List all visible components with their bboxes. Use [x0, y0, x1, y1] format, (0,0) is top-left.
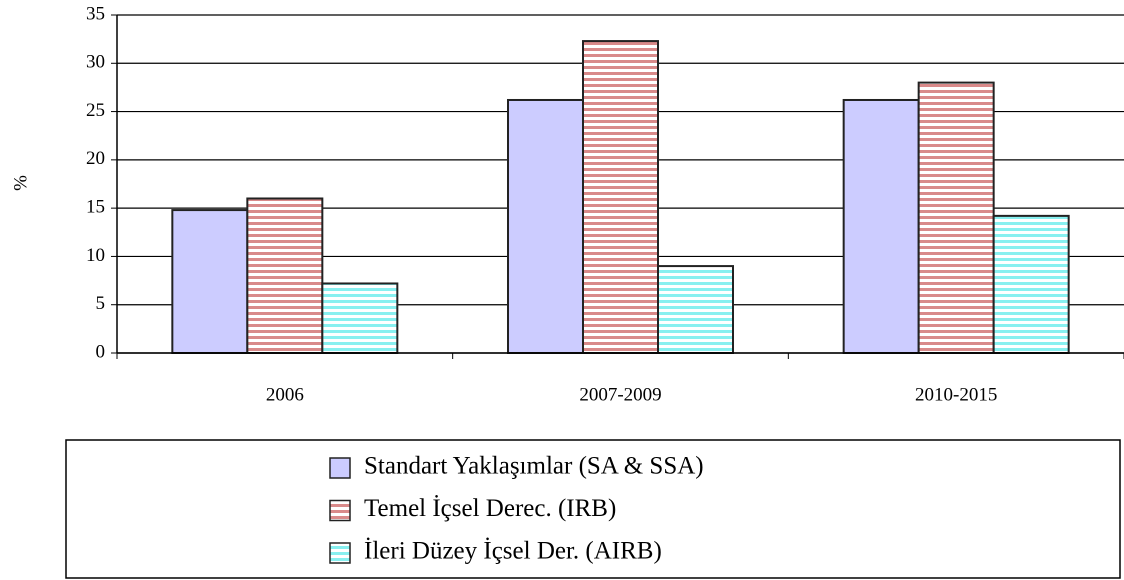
- y-tick-label: 25: [86, 100, 105, 121]
- bar: [171, 209, 249, 354]
- bar: [917, 81, 995, 354]
- y-tick-label: 5: [96, 293, 106, 314]
- y-tick-label: 35: [86, 3, 105, 24]
- bar: [321, 282, 399, 354]
- x-tick-label: 2007-2009: [579, 384, 661, 405]
- bar: [507, 98, 584, 354]
- legend-marker: [329, 499, 351, 522]
- y-tick-label: 15: [86, 197, 105, 218]
- x-tick-label: 2010-2015: [915, 384, 997, 405]
- legend-label: İleri Düzey İçsel Der. (AIRB): [364, 538, 662, 565]
- bar: [992, 214, 1070, 354]
- bar: [842, 98, 920, 354]
- legend-marker: [329, 542, 351, 564]
- y-axis-label: %: [10, 175, 31, 191]
- y-tick-label: 10: [86, 245, 105, 266]
- legend-label: Standart Yaklaşımlar (SA & SSA): [364, 453, 704, 480]
- legend-label: Temel İçsel Derec. (IRB): [364, 495, 616, 522]
- legend-marker: [329, 457, 351, 479]
- y-tick-label: 30: [86, 52, 105, 73]
- bar: [246, 197, 324, 354]
- bar: [582, 40, 659, 355]
- y-tick-label: 0: [96, 341, 106, 362]
- legend-box: [65, 439, 1121, 579]
- bar: [657, 265, 734, 355]
- x-tick-label: 2006: [266, 384, 304, 405]
- y-tick-label: 20: [86, 148, 105, 169]
